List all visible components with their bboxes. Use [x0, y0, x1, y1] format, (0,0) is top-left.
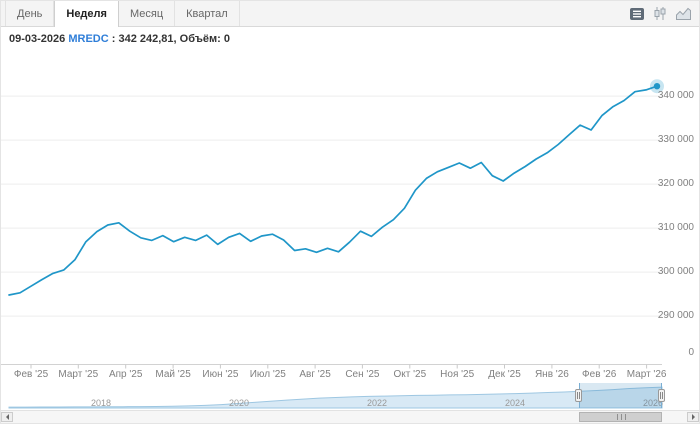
legend-volume: Объём: 0 [179, 33, 230, 45]
tab-week[interactable]: Неделя [54, 1, 119, 27]
navigator-selected-range[interactable] [579, 383, 662, 408]
y-axis-label: 290 000 [657, 310, 694, 321]
navigator-year-label: 2024 [504, 398, 526, 408]
export-menu-icon[interactable] [628, 6, 646, 21]
horizontal-scrollbar[interactable] [1, 410, 699, 423]
y-axis-label: 320 000 [657, 178, 694, 189]
navigator-year-label: 2022 [366, 398, 388, 408]
legend-date: 09-03-2026 [9, 33, 66, 45]
x-axis-label: Окт '25 [393, 369, 427, 380]
chart-tools [628, 1, 699, 26]
x-axis-label: Ноя '25 [440, 369, 475, 380]
navigator-year-label: 2020 [228, 398, 250, 408]
x-axis-label: Фев '25 [13, 369, 49, 380]
x-axis-label: Янв '26 [534, 369, 569, 380]
y-axis-zero-label: 0 [688, 347, 694, 358]
x-axis-label: Март '26 [626, 369, 667, 380]
x-axis-label: Сен '25 [345, 369, 380, 380]
x-axis-label: Май '25 [155, 369, 191, 380]
navigator-year-label: 2026 [642, 398, 664, 408]
legend: 09-03-2026 MREDC : 342 242,81, Объём: 0 [1, 27, 699, 49]
y-axis-label: 300 000 [657, 266, 694, 277]
x-axis-label: Июн '25 [202, 369, 239, 380]
scroll-right-arrow-icon[interactable] [687, 412, 699, 422]
range-toolbar: День Неделя Месяц Квартал [1, 1, 699, 27]
price-line-chart[interactable] [1, 49, 700, 383]
tab-month[interactable]: Месяц [119, 1, 176, 26]
scrollbar-thumb[interactable] [579, 412, 662, 422]
range-tabs: День Неделя Месяц Квартал [1, 1, 240, 27]
x-axis-label: Март '25 [58, 369, 99, 380]
legend-price: : 342 242,81, [111, 33, 177, 45]
x-axis-label: Апр '25 [108, 369, 143, 380]
main-chart-plot[interactable]: 340 000 330 000 320 000 310 000 300 000 290 0… [1, 49, 699, 383]
y-axis-label: 330 000 [657, 134, 694, 145]
y-axis-label: 310 000 [657, 222, 694, 233]
x-axis-label: Июл '25 [249, 369, 286, 380]
scroll-left-arrow-icon[interactable] [1, 412, 13, 422]
legend-symbol: MREDC [68, 33, 109, 45]
navigator-right-handle-icon[interactable] [658, 389, 665, 402]
y-axis-label: 340 000 [657, 90, 694, 101]
scrollbar-grip-icon [616, 414, 626, 420]
navigator[interactable]: 2018 2020 2022 2024 2026 [1, 383, 699, 410]
navigator-year-label: 2018 [90, 398, 112, 408]
x-axis-label: Авг '25 [299, 369, 331, 380]
x-axis-label: Фев '26 [582, 369, 617, 380]
navigator-left-handle-icon[interactable] [575, 389, 582, 402]
tab-day[interactable]: День [5, 1, 55, 26]
tab-quarter[interactable]: Квартал [175, 1, 240, 26]
candlestick-chart-icon[interactable] [651, 6, 669, 21]
line-chart-icon[interactable] [674, 6, 692, 21]
x-axis-label: Дек '25 [488, 369, 521, 380]
